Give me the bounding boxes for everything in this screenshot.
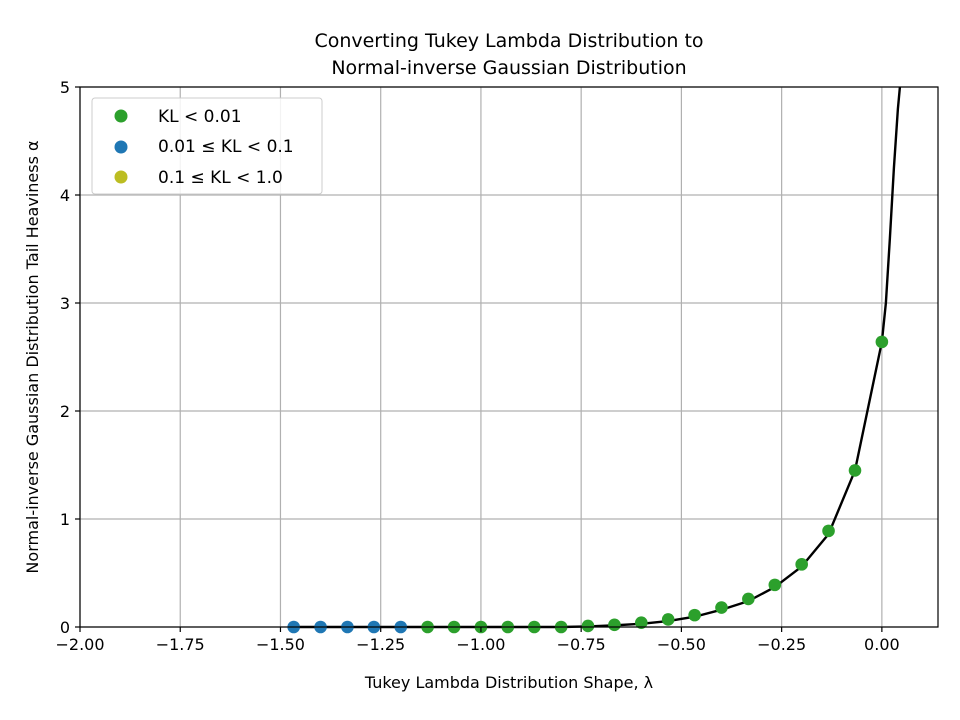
scatter-point-series-0 xyxy=(635,616,648,629)
y-axis-label: Normal-inverse Gaussian Distribution Tai… xyxy=(23,140,42,573)
y-tick-label: 3 xyxy=(60,294,70,313)
legend-box xyxy=(91,97,323,195)
x-tick-label: −0.75 xyxy=(557,635,606,654)
x-axis-ticks: −2.00 −1.75 −1.50 −1.25 −1.00 −0.75 −0.50 −0.25… xyxy=(55,627,900,654)
legend-marker-kl-low xyxy=(114,109,128,123)
y-tick-label: 5 xyxy=(60,78,70,97)
scatter-point-series-0 xyxy=(581,619,595,633)
x-tick-label: −1.75 xyxy=(156,635,205,654)
chart-title-line-1: Converting Tukey Lambda Distribution to xyxy=(314,30,703,52)
x-tick-label: −1.00 xyxy=(456,635,505,654)
x-tick-label: −1.25 xyxy=(356,635,405,654)
legend-label-kl-low: KL < 0.01 xyxy=(158,107,242,127)
y-tick-label: 4 xyxy=(60,186,70,205)
x-axis-label: Tukey Lambda Distribution Shape, λ xyxy=(364,673,653,692)
scatter-point-series-0 xyxy=(661,613,675,626)
scatter-point-series-0 xyxy=(848,464,862,477)
legend: KL < 0.01 0.01 ≤ KL < 0.1 0.1 ≤ KL < 1.0 xyxy=(91,97,323,195)
x-tick-label: 0.00 xyxy=(864,635,900,654)
x-tick-label: −2.00 xyxy=(55,635,104,654)
scatter-point-series-0 xyxy=(795,558,808,571)
chart-title-line-2: Normal-inverse Gaussian Distribution xyxy=(331,57,686,79)
scatter-point-series-0 xyxy=(715,601,728,614)
y-tick-label: 0 xyxy=(60,618,70,637)
scatter-point-series-0 xyxy=(768,578,782,592)
legend-label-kl-mid: 0.01 ≤ KL < 0.1 xyxy=(158,137,294,157)
x-tick-label: −1.50 xyxy=(256,635,305,654)
legend-marker-kl-mid xyxy=(114,140,128,154)
x-tick-label: −0.25 xyxy=(757,635,806,654)
x-tick-label: −0.50 xyxy=(657,635,706,654)
y-tick-label: 1 xyxy=(60,510,70,529)
legend-label-kl-high: 0.1 ≤ KL < 1.0 xyxy=(158,168,283,188)
legend-marker-kl-high xyxy=(114,170,128,184)
scatter-point-series-0 xyxy=(822,524,835,538)
scatter-point-series-0 xyxy=(742,592,755,606)
scatter-point-series-0 xyxy=(688,608,701,622)
plot-frame xyxy=(79,86,939,628)
scatter-point-series-0 xyxy=(608,618,621,632)
scatter-points-layer xyxy=(287,335,889,634)
scatter-point-series-0 xyxy=(875,335,889,349)
y-tick-label: 2 xyxy=(60,402,70,421)
y-axis-ticks: 0 1 2 3 4 5 xyxy=(60,78,80,637)
